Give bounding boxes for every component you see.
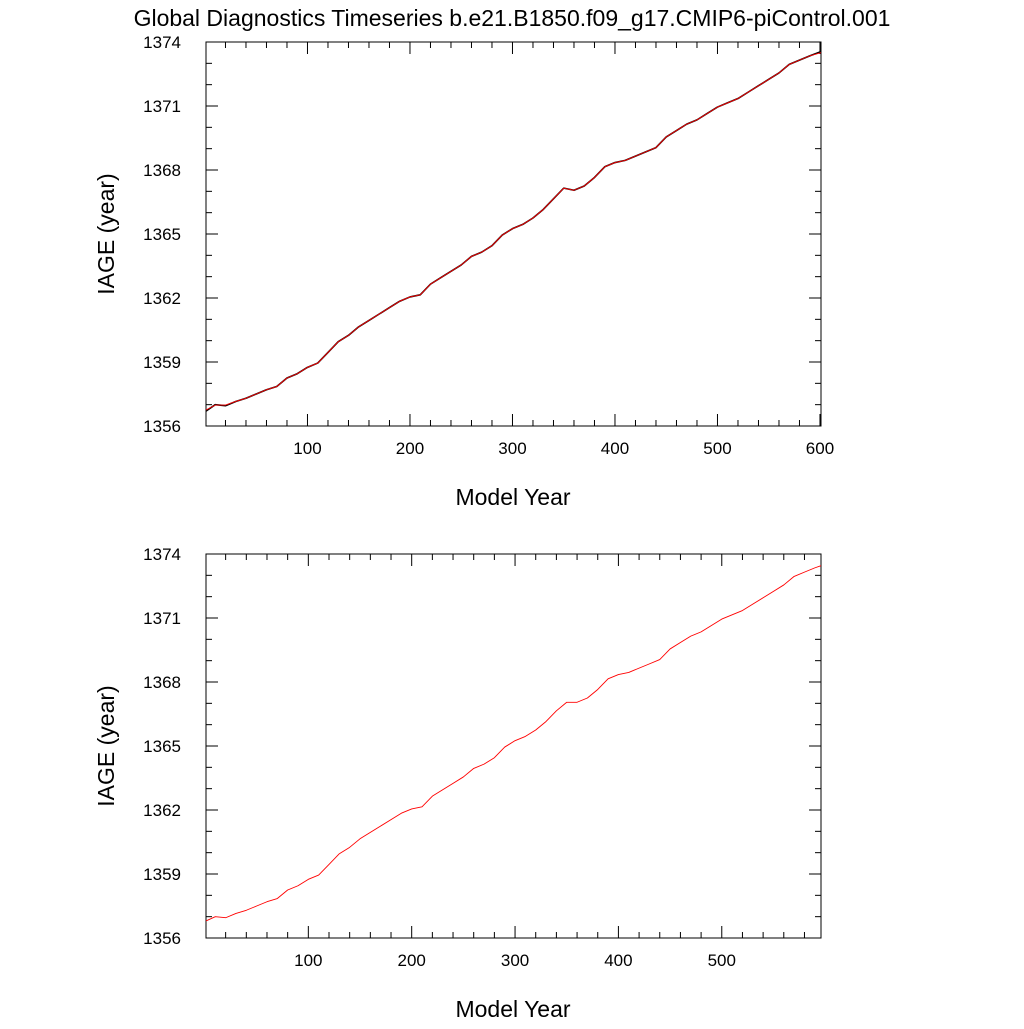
x-tick-label: 600 <box>806 439 834 458</box>
x-tick-label: 400 <box>601 439 629 458</box>
y-tick-label: 1371 <box>143 609 181 628</box>
y-axis-title: IAGE (year) <box>93 173 119 294</box>
x-tick-label: 100 <box>293 439 321 458</box>
x-axis-title: Model Year <box>455 996 570 1022</box>
y-tick-label: 1362 <box>143 801 181 820</box>
series-lines <box>205 565 822 922</box>
y-tick-label: 1359 <box>143 353 181 372</box>
y-tick-labels: 1356 1359 1362 1365 1368 1371 1374 <box>143 33 181 436</box>
panel-top: 100 200 300 400 500 600 135613591362136513681… <box>93 33 834 510</box>
y-tick-label: 1359 <box>143 865 181 884</box>
y-tick-label: 1365 <box>143 737 181 756</box>
x-tick-labels: 100 200 300 400 500 <box>294 951 736 970</box>
y-tick-label: 1356 <box>143 417 181 436</box>
series-lines <box>205 50 822 412</box>
y-tick-label: 1368 <box>143 161 181 180</box>
plot-frame <box>205 553 822 939</box>
series-line-running-mean <box>205 52 822 411</box>
y-tick-labels: 1356 1359 1362 1365 1368 1371 1374 <box>143 545 181 948</box>
y-tick-label: 1368 <box>143 673 181 692</box>
x-tick-label: 200 <box>396 439 424 458</box>
x-tick-label: 500 <box>708 951 736 970</box>
plot-frame <box>205 41 822 427</box>
x-tick-label: 500 <box>703 439 731 458</box>
series-line-running-mean <box>205 565 822 922</box>
y-tick-label: 1374 <box>143 33 181 52</box>
y-tick-label: 1362 <box>143 289 181 308</box>
x-axis-title: Model Year <box>455 484 570 510</box>
figure-title: Global Diagnostics Timeseries b.e21.B185… <box>134 5 891 31</box>
series-line-annual-mean <box>205 50 822 412</box>
x-tick-label: 200 <box>398 951 426 970</box>
x-tick-label: 100 <box>294 951 322 970</box>
tick-marks <box>206 553 821 939</box>
tick-marks <box>206 41 821 427</box>
panel-bottom: 100 200 300 400 500 1356 1359 1362 1365 1368 1371… <box>93 545 822 1022</box>
x-tick-label: 300 <box>498 439 526 458</box>
x-tick-labels: 100 200 300 400 500 600 <box>293 439 834 458</box>
x-tick-label: 400 <box>604 951 632 970</box>
y-tick-label: 1374 <box>143 545 181 564</box>
y-tick-label: 1371 <box>143 97 181 116</box>
x-tick-label: 300 <box>501 951 529 970</box>
y-tick-label: 1365 <box>143 225 181 244</box>
y-axis-title: IAGE (year) <box>93 685 119 806</box>
y-tick-label: 1356 <box>143 929 181 948</box>
